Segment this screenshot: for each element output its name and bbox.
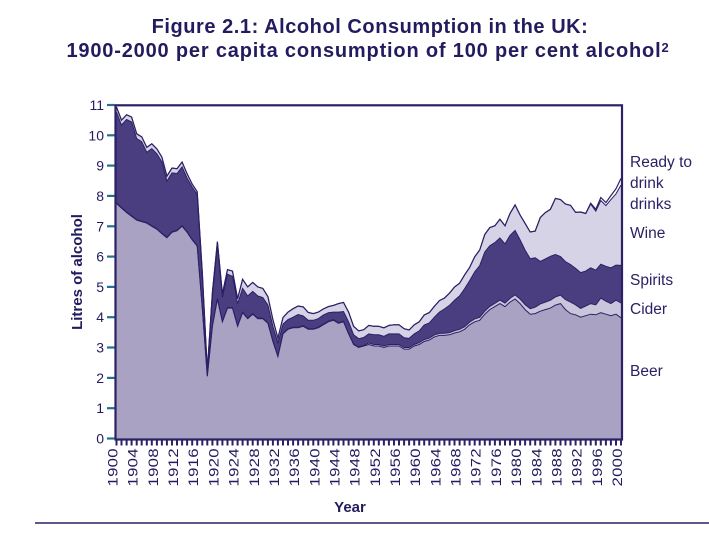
svg-text:1924: 1924 xyxy=(227,448,242,487)
svg-text:1984: 1984 xyxy=(530,448,545,487)
svg-text:1936: 1936 xyxy=(287,448,302,486)
svg-text:1940: 1940 xyxy=(308,448,323,486)
svg-text:1972: 1972 xyxy=(469,448,484,486)
svg-text:Cider: Cider xyxy=(630,301,667,318)
svg-text:Ready to: Ready to xyxy=(630,154,692,171)
svg-text:1916: 1916 xyxy=(186,448,201,486)
svg-text:1912: 1912 xyxy=(166,448,181,486)
svg-text:1980: 1980 xyxy=(509,448,524,486)
svg-text:2000: 2000 xyxy=(610,448,625,486)
svg-text:Litres of alcohol: Litres of alcohol xyxy=(69,214,86,330)
svg-text:10: 10 xyxy=(88,127,104,143)
svg-text:1960: 1960 xyxy=(408,448,423,486)
svg-text:1904: 1904 xyxy=(126,448,141,487)
svg-text:1956: 1956 xyxy=(388,448,403,486)
svg-text:9: 9 xyxy=(96,158,104,174)
svg-text:Spirits: Spirits xyxy=(630,272,673,289)
svg-text:1964: 1964 xyxy=(429,448,444,487)
svg-text:drinks: drinks xyxy=(630,196,672,213)
svg-text:1976: 1976 xyxy=(489,448,504,486)
svg-text:Beer: Beer xyxy=(630,363,663,380)
svg-text:5: 5 xyxy=(96,279,104,295)
svg-text:1968: 1968 xyxy=(449,448,464,486)
svg-text:1992: 1992 xyxy=(570,448,585,486)
svg-text:11: 11 xyxy=(89,97,104,113)
svg-text:1952: 1952 xyxy=(368,448,383,486)
svg-text:1944: 1944 xyxy=(328,448,343,487)
svg-text:6: 6 xyxy=(96,249,104,265)
svg-text:1900-2000 per capita consumpti: 1900-2000 per capita consumption of 100 … xyxy=(66,40,669,62)
svg-text:Figure 2.1: Alcohol Consumptio: Figure 2.1: Alcohol Consumption in the U… xyxy=(152,16,589,38)
svg-text:drink: drink xyxy=(630,175,664,192)
svg-text:7: 7 xyxy=(96,218,104,234)
svg-text:2: 2 xyxy=(96,370,104,386)
svg-text:1908: 1908 xyxy=(146,448,161,486)
svg-text:4: 4 xyxy=(96,309,104,325)
svg-text:Wine: Wine xyxy=(630,225,665,242)
svg-text:1948: 1948 xyxy=(348,448,363,486)
svg-text:1: 1 xyxy=(96,400,104,416)
svg-text:1932: 1932 xyxy=(267,448,282,486)
svg-text:1900: 1900 xyxy=(106,448,121,486)
svg-text:Year: Year xyxy=(334,499,366,516)
svg-text:1928: 1928 xyxy=(247,448,262,486)
svg-text:0: 0 xyxy=(96,431,104,447)
svg-text:1920: 1920 xyxy=(207,448,222,486)
svg-text:8: 8 xyxy=(96,188,104,204)
svg-text:3: 3 xyxy=(96,340,104,356)
svg-text:1996: 1996 xyxy=(590,448,605,486)
svg-text:1988: 1988 xyxy=(550,448,565,486)
